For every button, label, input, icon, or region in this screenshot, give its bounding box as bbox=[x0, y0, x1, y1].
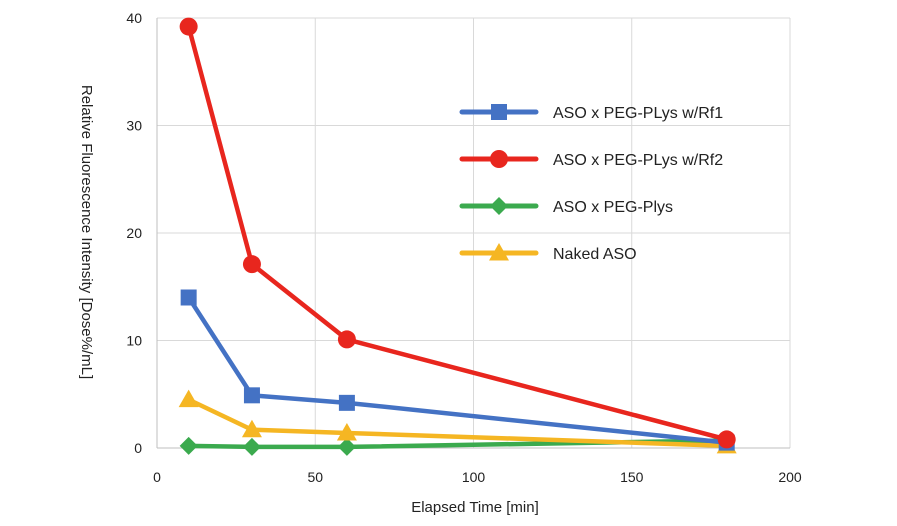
series-line bbox=[186, 438, 729, 450]
y-axis-title: Relative Fluorescence Intensity [Dose%/m… bbox=[78, 85, 95, 379]
x-axis-title: Elapsed Time [min] bbox=[411, 499, 539, 516]
x-tick-label: 200 bbox=[778, 469, 802, 485]
legend-item: ASO x PEG-PLys w/Rf2 bbox=[459, 150, 723, 169]
data-point bbox=[717, 430, 736, 449]
data-point bbox=[337, 330, 356, 349]
y-tick-label: 30 bbox=[126, 118, 142, 134]
legend-label: ASO x PEG-Plys bbox=[553, 199, 673, 216]
series-square bbox=[180, 289, 735, 451]
series-triangle bbox=[178, 389, 737, 454]
y-tick-label: 40 bbox=[126, 10, 142, 26]
axes: 0 10 20 30 40 0 50 100 150 200 bbox=[126, 10, 801, 485]
data-point bbox=[241, 419, 262, 438]
data-point bbox=[338, 394, 355, 411]
legend-marker bbox=[489, 243, 509, 261]
series-line bbox=[186, 24, 729, 442]
data-point bbox=[243, 387, 260, 404]
series-line bbox=[186, 295, 729, 445]
legend-item: ASO x PEG-PLys w/Rf1 bbox=[459, 104, 723, 122]
x-tick-label: 0 bbox=[153, 469, 161, 485]
legend-marker bbox=[490, 197, 508, 215]
data-point bbox=[180, 289, 197, 306]
legend-label: ASO x PEG-PLys w/Rf2 bbox=[553, 152, 723, 169]
data-point bbox=[336, 422, 357, 441]
y-tick-label: 10 bbox=[126, 333, 142, 349]
x-tick-label: 50 bbox=[307, 469, 323, 485]
x-tick-label: 150 bbox=[620, 469, 644, 485]
data-point bbox=[242, 255, 261, 274]
legend-label: Naked ASO bbox=[553, 246, 637, 263]
data-point bbox=[337, 437, 356, 456]
legend: ASO x PEG-PLys w/Rf1 ASO x PEG-PLys w/Rf2… bbox=[459, 104, 723, 263]
data-point bbox=[179, 17, 198, 36]
y-tick-label: 0 bbox=[134, 440, 142, 456]
legend-marker bbox=[491, 104, 507, 120]
y-tick-label: 20 bbox=[126, 225, 142, 241]
data-point bbox=[242, 437, 261, 456]
legend-marker bbox=[490, 150, 508, 168]
data-series bbox=[178, 17, 737, 456]
grid-lines bbox=[157, 17, 791, 448]
legend-label: ASO x PEG-PLys w/Rf1 bbox=[553, 105, 723, 122]
data-point bbox=[178, 389, 199, 408]
legend-item: ASO x PEG-Plys bbox=[459, 197, 673, 216]
series-line bbox=[186, 397, 729, 449]
legend-item: Naked ASO bbox=[459, 243, 637, 263]
x-tick-label: 100 bbox=[462, 469, 486, 485]
series-circle bbox=[179, 17, 736, 449]
data-point bbox=[179, 436, 198, 455]
